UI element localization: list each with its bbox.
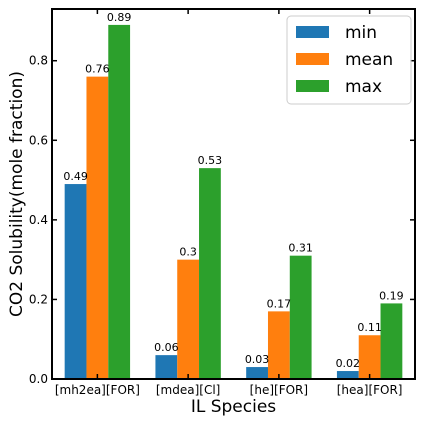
data-label-max-2: 0.31 xyxy=(288,242,313,255)
data-label-mean-2: 0.17 xyxy=(267,297,292,310)
data-label-max-1: 0.53 xyxy=(198,154,223,167)
data-label-mean-3: 0.11 xyxy=(357,321,382,334)
bar-min-2 xyxy=(246,367,268,379)
legend-label-min: min xyxy=(345,23,377,43)
plot-frame xyxy=(51,8,416,380)
x-tick-label: [mh2ea][FOR] xyxy=(55,383,140,397)
bar-max-0 xyxy=(108,24,131,379)
legend-swatch-max xyxy=(296,80,329,92)
data-label-mean-0: 0.76 xyxy=(85,63,110,76)
bars-layer xyxy=(64,24,403,379)
bar-mean-1 xyxy=(177,259,200,379)
legend-label-mean: mean xyxy=(345,50,393,70)
y-tick-label: 0.2 xyxy=(29,292,48,306)
legend-swatch-mean xyxy=(296,53,329,65)
y-axis-title: CO2 Solubility(mole fraction) xyxy=(7,71,27,317)
y-tick-label: 0.0 xyxy=(29,372,48,386)
data-label-mean-1: 0.3 xyxy=(179,246,197,259)
bar-max-2 xyxy=(289,255,312,379)
x-tick-label: [hea][FOR] xyxy=(337,383,403,397)
bar-max-1 xyxy=(199,168,221,379)
data-label-max-0: 0.89 xyxy=(107,11,132,24)
legend-label-max: max xyxy=(345,77,382,97)
x-axis-title: IL Species xyxy=(191,397,276,417)
y-tick-label: 0.8 xyxy=(29,54,48,68)
bar-min-0 xyxy=(64,184,87,379)
bar-max-3 xyxy=(380,303,403,379)
y-tick-label: 0.6 xyxy=(29,133,48,147)
bar-min-1 xyxy=(155,355,178,379)
data-label-min-0: 0.49 xyxy=(63,170,88,183)
data-labels-layer: 0.49 0.76 0.89 0.06 0.3 0.53 0.03 0.17 0.31 0.02 0… xyxy=(63,11,403,370)
legend: min mean max xyxy=(286,15,412,105)
x-tick-label: [mdea][Cl] xyxy=(156,383,220,397)
bar-min-3 xyxy=(336,371,359,379)
data-label-max-3: 0.19 xyxy=(379,289,404,302)
data-label-min-3: 0.02 xyxy=(336,357,361,370)
data-label-min-1: 0.06 xyxy=(154,341,179,354)
legend-swatch-min xyxy=(296,26,329,38)
bar-mean-0 xyxy=(86,76,109,379)
bar-mean-2 xyxy=(267,311,290,379)
axes-layer: 0.0 0.2 0.4 0.6 0.8 [mh2ea][FOR] [mdea][Cl] [he… xyxy=(29,8,416,397)
y-tick-label: 0.4 xyxy=(29,213,48,227)
data-label-min-2: 0.03 xyxy=(245,353,270,366)
bar-mean-3 xyxy=(358,335,381,379)
x-tick-label: [he][FOR] xyxy=(250,383,308,397)
